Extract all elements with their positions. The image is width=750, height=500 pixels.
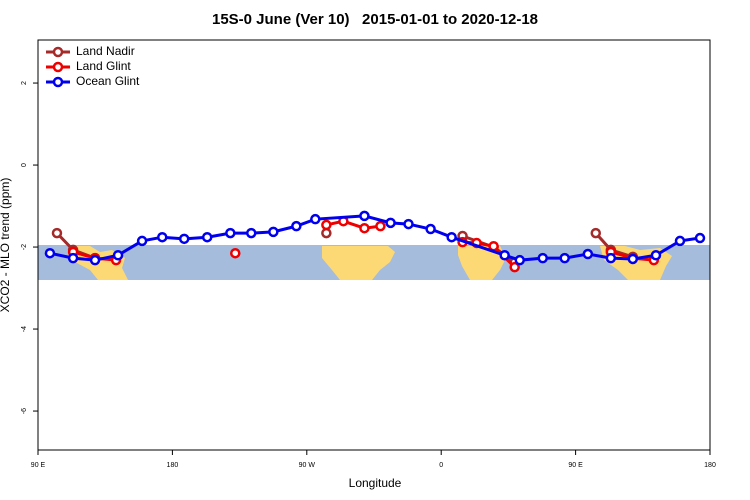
point bbox=[112, 250, 124, 261]
x-tick-label: 90 E bbox=[568, 462, 583, 469]
plot-frame bbox=[37, 39, 711, 451]
point bbox=[537, 252, 548, 264]
point bbox=[446, 231, 457, 243]
point bbox=[627, 253, 639, 265]
x-tick-label: 90 E bbox=[31, 462, 46, 469]
point bbox=[559, 252, 570, 264]
chart-title: 15S-0 June (Ver 10) 2015-01-01 to 2020-1… bbox=[212, 11, 538, 28]
x-tick-label: 0 bbox=[439, 462, 443, 469]
y-axis-label: XCO2 - MLO trend (ppm) bbox=[0, 178, 12, 313]
point bbox=[582, 248, 594, 260]
point bbox=[590, 227, 602, 239]
y-tick-label: -6 bbox=[21, 408, 28, 414]
legend-label: Land Glint bbox=[76, 59, 131, 73]
point bbox=[321, 219, 332, 231]
y-tick-label: 0 bbox=[21, 163, 28, 167]
point bbox=[268, 226, 279, 238]
x-axis-label: Longitude bbox=[349, 476, 402, 490]
point bbox=[44, 247, 56, 259]
point bbox=[359, 222, 370, 234]
point bbox=[499, 250, 510, 261]
point bbox=[51, 227, 63, 239]
legend-label: Land Nadir bbox=[76, 44, 135, 58]
point bbox=[245, 227, 257, 239]
point bbox=[514, 254, 525, 266]
land bbox=[322, 246, 395, 280]
y-tick-label: -2 bbox=[21, 244, 28, 250]
point bbox=[650, 250, 662, 261]
x-tick-label: 180 bbox=[704, 462, 716, 469]
x-tick-label: 180 bbox=[167, 462, 179, 469]
point bbox=[605, 252, 617, 264]
point bbox=[321, 227, 332, 239]
point bbox=[225, 227, 236, 239]
y-tick-label: -4 bbox=[21, 326, 28, 332]
legend-label: Ocean Glint bbox=[76, 74, 140, 88]
point bbox=[425, 223, 436, 235]
series-line bbox=[49, 214, 701, 262]
point bbox=[359, 210, 370, 222]
x-tick-label: 90 W bbox=[299, 462, 316, 469]
point bbox=[509, 261, 520, 273]
point bbox=[201, 231, 213, 243]
point bbox=[136, 235, 148, 247]
point bbox=[403, 218, 414, 230]
point bbox=[156, 231, 168, 243]
legend-marker bbox=[52, 61, 64, 73]
point bbox=[67, 252, 79, 264]
point bbox=[375, 220, 386, 232]
point bbox=[385, 217, 396, 229]
point bbox=[694, 232, 706, 244]
point bbox=[230, 247, 241, 259]
point bbox=[674, 235, 686, 247]
point bbox=[310, 213, 321, 225]
y-tick-label: 2 bbox=[21, 81, 28, 85]
legend-marker bbox=[52, 46, 64, 58]
land bbox=[458, 246, 506, 280]
point bbox=[89, 254, 101, 266]
map-background bbox=[38, 245, 710, 280]
point bbox=[291, 220, 302, 232]
point bbox=[178, 233, 190, 245]
legend-marker bbox=[52, 76, 64, 88]
